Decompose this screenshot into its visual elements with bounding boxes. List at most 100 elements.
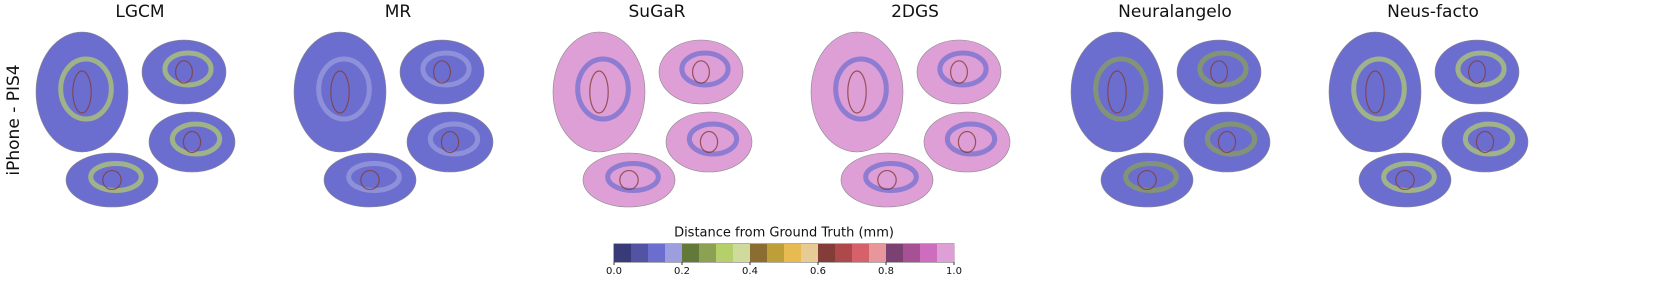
colorbar-tick-label: 0.6 [810, 266, 826, 277]
column-title: 2DGS [891, 2, 939, 22]
mesh-core [1365, 70, 1385, 114]
mesh [552, 31, 646, 153]
mesh-detail [88, 161, 144, 193]
column-title: SuGaR [629, 2, 686, 22]
mesh-panel [293, 31, 494, 208]
mesh-core [1395, 169, 1415, 191]
mesh-detail [427, 121, 481, 157]
mesh [916, 39, 1002, 105]
mesh-core [1209, 60, 1228, 84]
mesh-core [182, 130, 202, 154]
mesh [293, 31, 387, 153]
mesh-core [589, 70, 609, 114]
colorbar-cell [614, 244, 632, 262]
mesh-detail [346, 161, 402, 193]
mesh-panel [1070, 31, 1271, 208]
mesh-panel [552, 31, 753, 208]
mesh [323, 152, 417, 208]
colorbar-tick-label: 0.8 [878, 266, 894, 277]
column-title: LGCM [115, 2, 164, 22]
mesh [1070, 31, 1164, 153]
mesh-detail [605, 161, 661, 193]
mesh [1176, 39, 1262, 105]
mesh-core [433, 60, 452, 84]
mesh [1100, 152, 1194, 208]
colorbar-cell [852, 244, 870, 262]
mesh-detail [1197, 50, 1249, 88]
colorbar-cell [750, 244, 768, 262]
mesh-detail [316, 56, 372, 122]
mesh [582, 152, 676, 208]
mesh-core [1467, 60, 1486, 84]
colorbar-cell [682, 244, 700, 262]
mesh-detail [1093, 56, 1149, 122]
mesh-core [360, 169, 380, 191]
mesh-detail [575, 56, 631, 122]
colorbar-cell [784, 244, 802, 262]
mesh-core [440, 130, 460, 154]
mesh-core [877, 169, 897, 191]
mesh-core [847, 70, 867, 114]
mesh-core [1107, 70, 1127, 114]
mesh-detail [1381, 161, 1437, 193]
mesh [35, 31, 129, 153]
colorbar-cell [767, 244, 785, 262]
mesh [148, 111, 236, 173]
column-title: MR [385, 2, 412, 22]
mesh [399, 39, 485, 105]
mesh [1441, 111, 1529, 173]
mesh [923, 111, 1011, 173]
colorbar-tick-label: 0.4 [742, 266, 758, 277]
mesh [1434, 39, 1520, 105]
mesh-detail [1455, 50, 1507, 88]
mesh-core [619, 169, 639, 191]
mesh [1183, 111, 1271, 173]
mesh [1358, 152, 1452, 208]
mesh-core [699, 130, 719, 154]
colorbar-cell [733, 244, 751, 262]
mesh [665, 111, 753, 173]
colorbar-cell [665, 244, 683, 262]
mesh [1328, 31, 1422, 153]
mesh-detail [1123, 161, 1179, 193]
colorbar-cell [648, 244, 666, 262]
mesh-detail [863, 161, 919, 193]
colorbar-cell [886, 244, 904, 262]
colorbar-cell [920, 244, 938, 262]
mesh [810, 31, 904, 153]
mesh [840, 152, 934, 208]
colorbar-cell [699, 244, 717, 262]
mesh-core [949, 60, 968, 84]
mesh [406, 111, 494, 173]
mesh-panel [1328, 31, 1529, 208]
mesh [141, 39, 227, 105]
colorbar-cell [869, 244, 887, 262]
mesh-core [330, 70, 350, 114]
mesh-core [175, 60, 194, 84]
mesh [658, 39, 744, 105]
column-title: Neus-facto [1387, 2, 1479, 22]
mesh-detail [169, 121, 223, 157]
colorbar-tick-label: 0.0 [606, 266, 622, 277]
mesh-detail [944, 121, 998, 157]
mesh-core [1137, 169, 1157, 191]
mesh-detail [1351, 56, 1407, 122]
mesh-core [691, 60, 710, 84]
mesh-panel [35, 31, 236, 208]
colorbar-cell [801, 244, 819, 262]
row-label: iPhone - PIS4 [4, 64, 24, 175]
mesh-core [1475, 130, 1495, 154]
colorbar-cell [903, 244, 921, 262]
mesh [65, 152, 159, 208]
mesh-detail [1204, 121, 1258, 157]
colorbar-cell [716, 244, 734, 262]
colorbar-tick-label: 1.0 [946, 266, 962, 277]
mesh-detail [686, 121, 740, 157]
mesh-panel [810, 31, 1011, 208]
colorbar-cell [631, 244, 649, 262]
mesh-detail [420, 50, 472, 88]
mesh-detail [58, 56, 114, 122]
mesh-detail [937, 50, 989, 88]
mesh-core [1217, 130, 1237, 154]
